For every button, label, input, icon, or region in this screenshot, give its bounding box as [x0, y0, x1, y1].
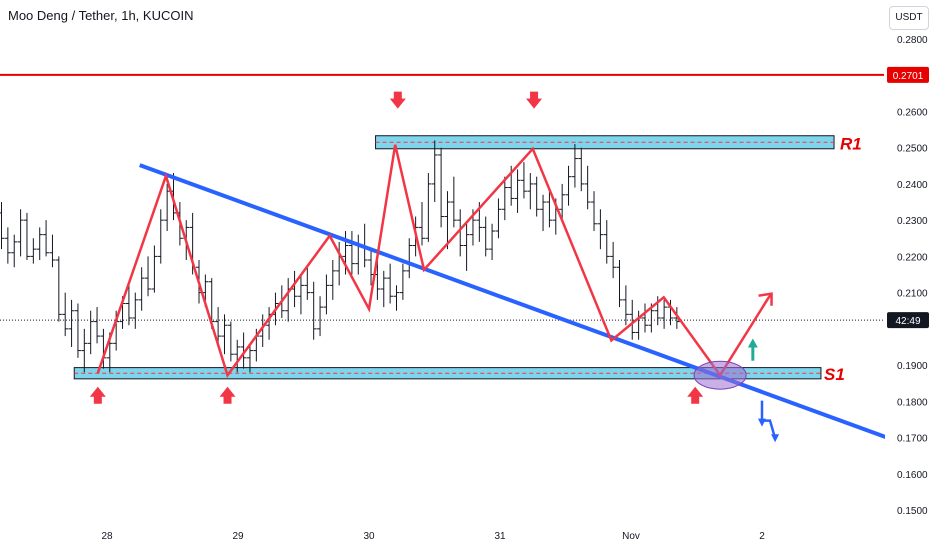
- price-line-tag-label: 42:49: [895, 316, 920, 327]
- y-tick-label: 0.1600: [897, 470, 928, 481]
- zone-box: [375, 135, 835, 150]
- y-tick-label: 0.1900: [897, 361, 928, 372]
- y-tick-label: 0.2200: [897, 252, 928, 263]
- up-arrow-marker: [89, 386, 106, 404]
- marker-layer: R1 S1: [89, 91, 862, 443]
- y-tick-label: 0.1500: [897, 506, 928, 517]
- axis-layer: 0.2800 0.2600 0.2500 0.2400 0.2300 0.2200 0.21…: [101, 0, 932, 550]
- symbol-title: Moo Deng / Tether, 1h, KUCOIN: [8, 8, 194, 23]
- price-axis-panel: [885, 0, 932, 550]
- projection-up-arrowhead: [758, 292, 773, 306]
- y-tick-label: 0.2800: [897, 35, 928, 46]
- price-line-tag: [887, 312, 929, 329]
- down-arrow-marker: [389, 91, 406, 109]
- y-tick-label: 0.2600: [897, 107, 928, 118]
- y-tick-label: 0.2300: [897, 216, 928, 227]
- x-tick-label: 30: [363, 531, 375, 542]
- price-line-tag-label: 0.2701: [893, 71, 924, 82]
- up-arrow-marker: [219, 386, 236, 404]
- y-tick-label: 0.2400: [897, 180, 928, 191]
- currency-selector[interactable]: USDT: [889, 6, 929, 30]
- breakout-up-arrow-head: [747, 338, 758, 348]
- x-tick-label: 2: [759, 531, 765, 542]
- zone-layer: [73, 135, 835, 380]
- x-tick-label: 31: [494, 531, 506, 542]
- r1-label: R1: [840, 134, 862, 153]
- breakdown-arrow-head-2: [771, 434, 780, 443]
- price-line-tag: [887, 66, 929, 83]
- descending-trendline: [139, 163, 894, 442]
- breakdown-arrow-path: [760, 400, 777, 439]
- s1-label: S1: [824, 365, 845, 384]
- down-arrow-marker: [526, 91, 543, 109]
- x-tick-label: 28: [101, 531, 113, 542]
- breakdown-arrow-head-1: [758, 418, 766, 427]
- x-tick-label: 29: [232, 531, 244, 542]
- zigzag-path: [96, 144, 770, 378]
- grid-layer: [0, 73, 884, 321]
- y-tick-label: 0.1700: [897, 434, 928, 445]
- y-tick-label: 0.2100: [897, 289, 928, 300]
- x-tick-label: Nov: [622, 531, 640, 542]
- y-tick-label: 0.1800: [897, 397, 928, 408]
- line-layer: [96, 144, 894, 442]
- y-tick-label: 0.2500: [897, 144, 928, 155]
- breakout-highlight-ellipse: [693, 360, 747, 390]
- up-arrow-marker: [687, 386, 704, 404]
